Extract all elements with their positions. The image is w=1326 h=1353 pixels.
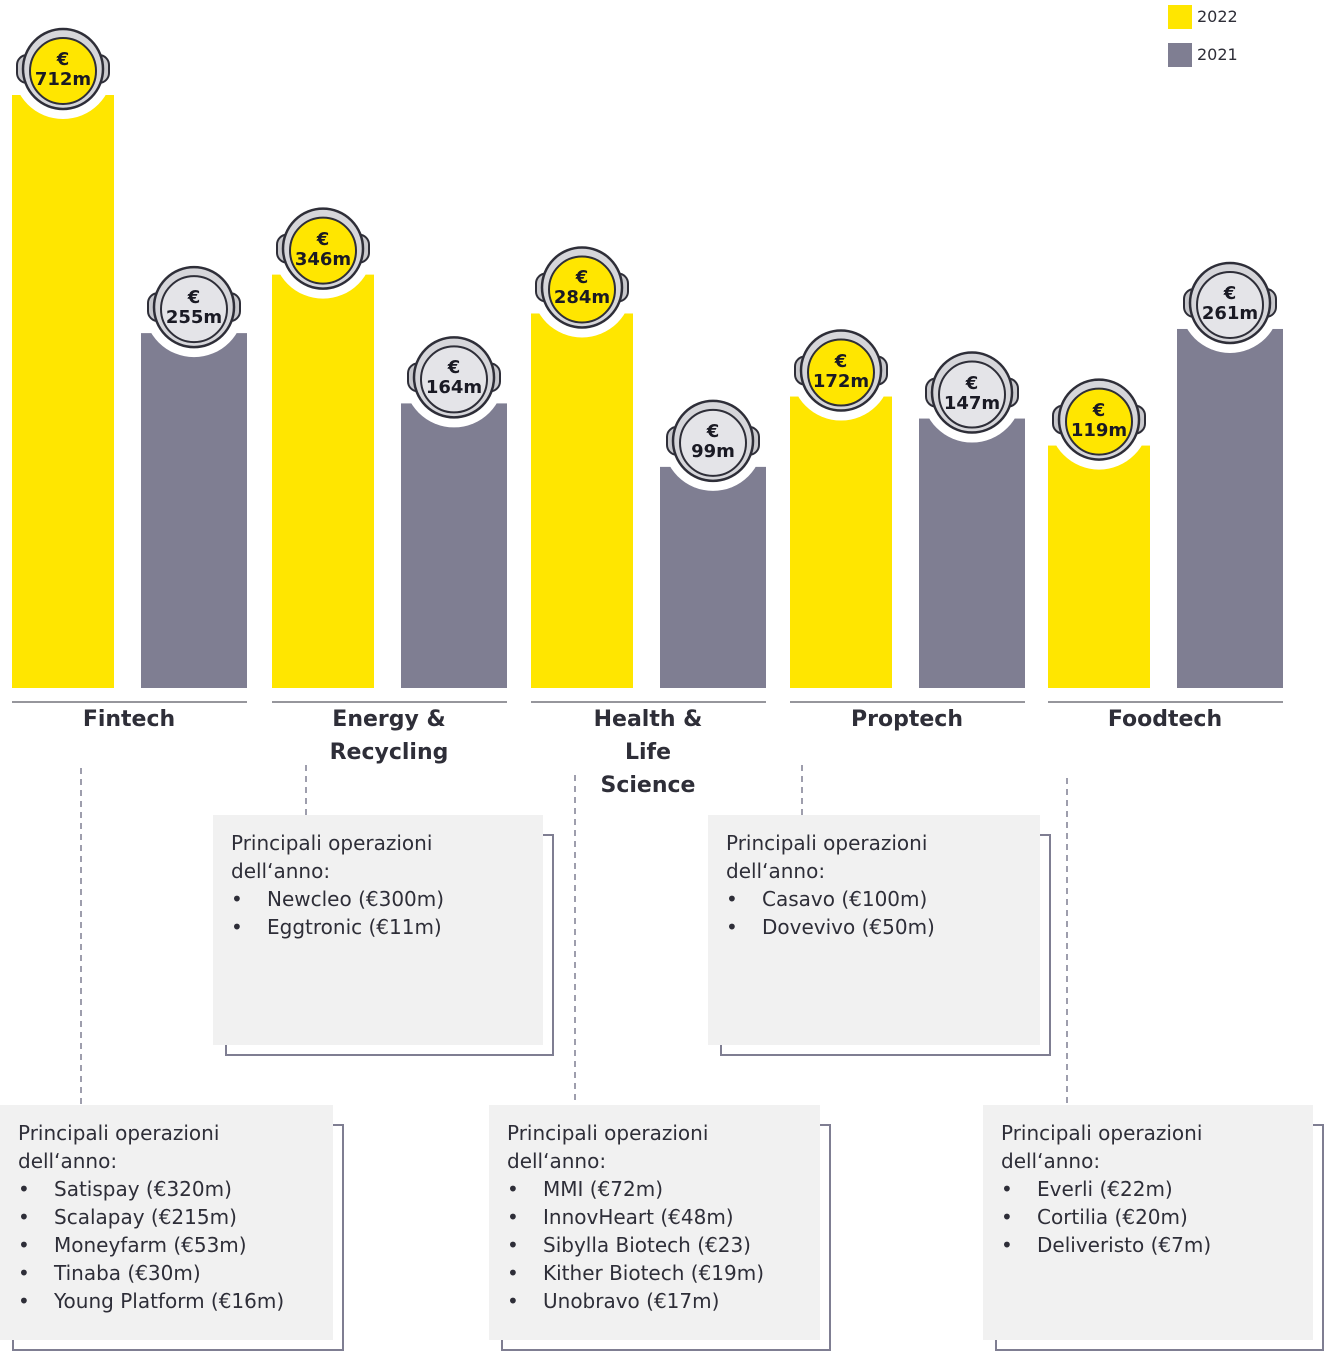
annotation-box: Principali operazioni dell‘anno:Newcleo … [213,815,543,1045]
deal-item: Moneyfarm (€53m) [54,1231,315,1259]
bar [12,95,114,688]
deal-item: Satispay (€320m) [54,1175,315,1203]
deal-list: MMI (€72m)InnovHeart (€48m)Sibylla Biote… [507,1175,802,1315]
legend-swatch [1168,5,1192,29]
value-label: € 172m [810,352,872,392]
deal-item: Casavo (€100m) [762,885,1022,913]
bar [531,313,633,688]
value-label: € 255m [163,288,225,328]
value-label: € 346m [292,230,354,270]
annotation-title: Principali operazioni dell‘anno: [1001,1119,1231,1175]
annotation-box: Principali operazioni dell‘anno:Satispay… [0,1105,333,1340]
bar [1048,446,1150,688]
value-label: € 164m [423,358,485,398]
annotation-box: Principali operazioni dell‘anno:Casavo (… [708,815,1040,1045]
deal-item: Young Platform (€16m) [54,1287,315,1315]
annotation-title: Principali operazioni dell‘anno: [726,829,956,885]
legend-label: 2022 [1197,7,1238,26]
chart: Fintech € 712m € 255m Energy & Recycling € 3… [0,0,1326,1353]
bar [660,467,766,688]
deal-list: Satispay (€320m)Scalapay (€215m)Moneyfar… [18,1175,315,1315]
deal-list: Everli (€22m)Cortilia (€20m)Deliveristo … [1001,1175,1295,1259]
bar [141,333,247,688]
deal-item: Cortilia (€20m) [1037,1203,1295,1231]
deal-item: InnovHeart (€48m) [543,1203,802,1231]
deal-item: Deliveristo (€7m) [1037,1231,1295,1259]
value-label: € 147m [941,374,1003,414]
deal-item: Unobravo (€17m) [543,1287,802,1315]
value-label: € 284m [551,268,613,308]
x-tick-label: Foodtech [1096,703,1234,736]
legend-label: 2021 [1197,45,1238,64]
value-label: € 119m [1068,401,1130,441]
x-tick-label: Energy & Recycling [320,703,458,769]
deal-item: Sibylla Biotech (€23) [543,1231,802,1259]
deal-item: Kither Biotech (€19m) [543,1259,802,1287]
annotation-title: Principali operazioni dell‘anno: [231,829,461,885]
value-label: € 712m [32,50,94,90]
x-tick-label: Proptech [838,703,976,736]
deal-list: Newcleo (€300m)Eggtronic (€11m) [231,885,525,941]
deal-item: Eggtronic (€11m) [267,913,525,941]
deal-item: Dovevivo (€50m) [762,913,1022,941]
legend-swatch [1168,43,1192,67]
x-tick-label: Fintech [60,703,198,736]
deal-list: Casavo (€100m)Dovevivo (€50m) [726,885,1022,941]
bar [272,275,374,688]
bar [401,403,507,688]
bar [1177,329,1283,688]
x-tick-label: Health & Life Science [579,703,717,802]
annotation-title: Principali operazioni dell‘anno: [18,1119,248,1175]
deal-item: Newcleo (€300m) [267,885,525,913]
value-label: € 261m [1199,284,1261,324]
deal-item: Everli (€22m) [1037,1175,1295,1203]
annotation-box: Principali operazioni dell‘anno:Everli (… [983,1105,1313,1340]
deal-item: Tinaba (€30m) [54,1259,315,1287]
bar [790,397,892,688]
deal-item: Scalapay (€215m) [54,1203,315,1231]
bar [919,419,1025,688]
annotation-title: Principali operazioni dell‘anno: [507,1119,737,1175]
deal-item: MMI (€72m) [543,1175,802,1203]
annotation-box: Principali operazioni dell‘anno:MMI (€72… [489,1105,820,1340]
value-label: € 99m [682,422,744,462]
